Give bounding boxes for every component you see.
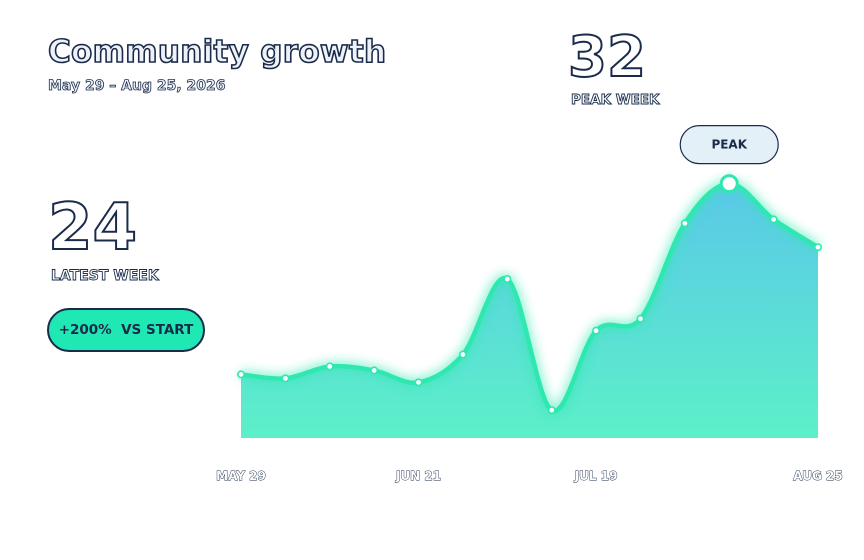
change-vs-start-badge: +200% VS START: [47, 308, 205, 352]
data-point: [281, 374, 290, 383]
series-line: [238, 181, 821, 413]
peak-annotation-label: PEAK: [711, 138, 747, 152]
peak-week-label: PEAK WEEK: [571, 92, 660, 109]
latest-week-value: 24: [47, 191, 138, 265]
x-tick-label: JUN 21: [395, 469, 441, 483]
data-point: [769, 215, 778, 224]
data-point: [592, 326, 601, 335]
series-area: [241, 183, 818, 438]
peak-annotation-tag: [679, 124, 779, 165]
latest-week-label: LATEST WEEK: [51, 268, 160, 285]
data-point: [813, 243, 822, 252]
data-point: [237, 370, 246, 379]
x-tick-label: JUL 19: [574, 469, 618, 483]
peak-week-value: 32: [567, 25, 647, 90]
data-point: [370, 366, 379, 375]
data-point: [680, 219, 689, 228]
data-point: [503, 274, 512, 283]
data-point: [325, 362, 334, 371]
data-point: [636, 314, 645, 323]
date-range: May 29 – Aug 25, 2026: [48, 78, 226, 95]
data-point: [458, 350, 467, 359]
x-tick-label: MAY 29: [216, 469, 266, 483]
data-point: [414, 378, 423, 387]
x-tick-label: AUG 25: [793, 469, 842, 483]
chart-title: Community growth: [47, 33, 387, 71]
data-point: [547, 406, 556, 415]
peak-point: [719, 174, 739, 194]
